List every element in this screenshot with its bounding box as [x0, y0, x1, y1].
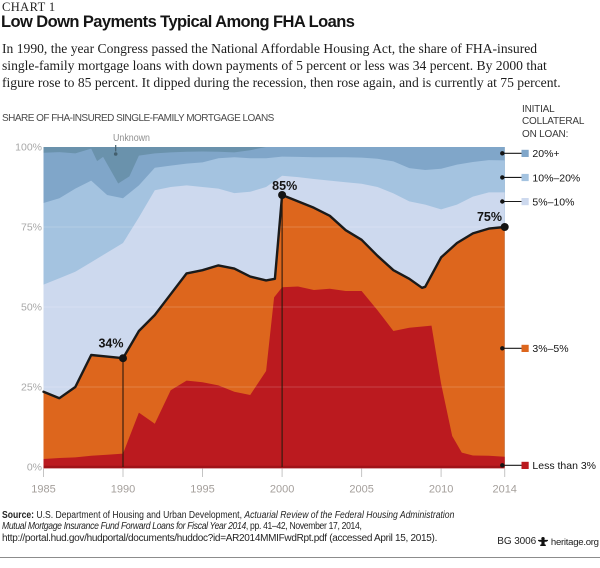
- svg-text:3%–5%: 3%–5%: [532, 343, 568, 355]
- svg-text:100%: 100%: [15, 142, 42, 154]
- svg-text:Less than 3%: Less than 3%: [532, 460, 596, 472]
- svg-text:34%: 34%: [98, 337, 123, 351]
- svg-text:1990: 1990: [111, 484, 135, 496]
- svg-text:75%: 75%: [477, 210, 502, 224]
- svg-text:10%–20%: 10%–20%: [532, 172, 580, 184]
- svg-text:50%: 50%: [21, 302, 42, 314]
- svg-text:20%+: 20%+: [532, 148, 559, 160]
- svg-text:1985: 1985: [31, 484, 55, 496]
- svg-text:2010: 2010: [429, 484, 453, 496]
- svg-text:0%: 0%: [27, 462, 42, 474]
- svg-text:25%: 25%: [21, 382, 42, 394]
- svg-text:1995: 1995: [190, 484, 214, 496]
- svg-text:2005: 2005: [349, 484, 373, 496]
- svg-text:5%–10%: 5%–10%: [532, 196, 574, 208]
- svg-text:Unknown: Unknown: [113, 132, 150, 144]
- svg-text:85%: 85%: [272, 179, 297, 193]
- svg-text:2014: 2014: [492, 484, 516, 496]
- svg-text:75%: 75%: [21, 222, 42, 234]
- svg-text:2000: 2000: [270, 484, 294, 496]
